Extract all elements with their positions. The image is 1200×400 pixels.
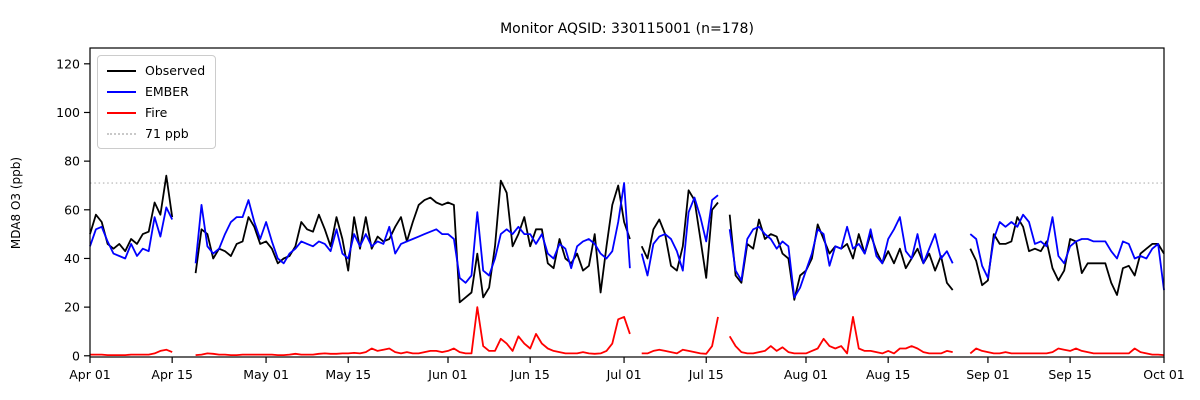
legend-label-threshold: 71 ppb (145, 126, 189, 141)
legend-item-fire: Fire (107, 105, 205, 120)
x-tick-label: Sep 01 (966, 367, 1009, 382)
x-tick-label: Jul 15 (688, 367, 724, 382)
y-tick-label: 80 (64, 154, 80, 169)
series-line-ember (969, 213, 1165, 291)
legend-line-threshold-icon (107, 132, 136, 135)
legend: Observed EMBER Fire 71 ppb (97, 55, 217, 149)
series-line-fire (195, 306, 631, 357)
legend-line-observed-icon (107, 69, 136, 72)
legend-label-observed: Observed (145, 63, 206, 78)
x-tick-label: May 01 (243, 367, 289, 382)
legend-line-fire-icon (107, 111, 136, 114)
series-line-fire (90, 348, 173, 357)
y-tick-label: 60 (64, 202, 80, 217)
series-line-ember (640, 194, 719, 277)
series-line-ember (194, 182, 631, 284)
x-tick-label: Apr 01 (69, 367, 111, 382)
series-line-fire (728, 315, 953, 355)
legend-item-ember: EMBER (107, 84, 205, 99)
x-tick-label: Jun 15 (509, 367, 549, 382)
y-tick-label: 100 (56, 105, 80, 120)
series-line-ember (728, 216, 954, 299)
legend-item-observed: Observed (107, 63, 205, 78)
legend-item-threshold: 71 ppb (107, 126, 205, 141)
legend-label-ember: EMBER (145, 84, 189, 99)
legend-label-fire: Fire (145, 105, 168, 120)
y-tick-label: 120 (56, 56, 80, 71)
x-tick-label: Aug 01 (784, 367, 828, 382)
series-line-observed (89, 174, 174, 253)
x-tick-label: Apr 15 (151, 367, 193, 382)
x-tick-label: Aug 15 (866, 367, 910, 382)
plot-title: Monitor AQSID: 330115001 (n=178) (500, 21, 754, 37)
x-tick-label: Sep 15 (1048, 367, 1091, 382)
x-tick-label: May 15 (325, 367, 371, 382)
legend-line-ember-icon (107, 90, 136, 93)
y-tick-label: 40 (64, 251, 80, 266)
y-tick-label: 20 (64, 300, 80, 315)
x-tick-label: Jul 01 (606, 367, 642, 382)
series-line-fire (641, 316, 719, 355)
series-line-ember (89, 206, 174, 260)
series-line-observed (728, 214, 954, 301)
series-line-fire (969, 347, 1165, 356)
y-tick-label: 0 (72, 348, 80, 363)
x-tick-label: Oct 01 (1143, 367, 1185, 382)
series-line-observed (194, 179, 631, 304)
axes-box (89, 47, 1165, 358)
x-tick-label: Jun 01 (427, 367, 467, 382)
